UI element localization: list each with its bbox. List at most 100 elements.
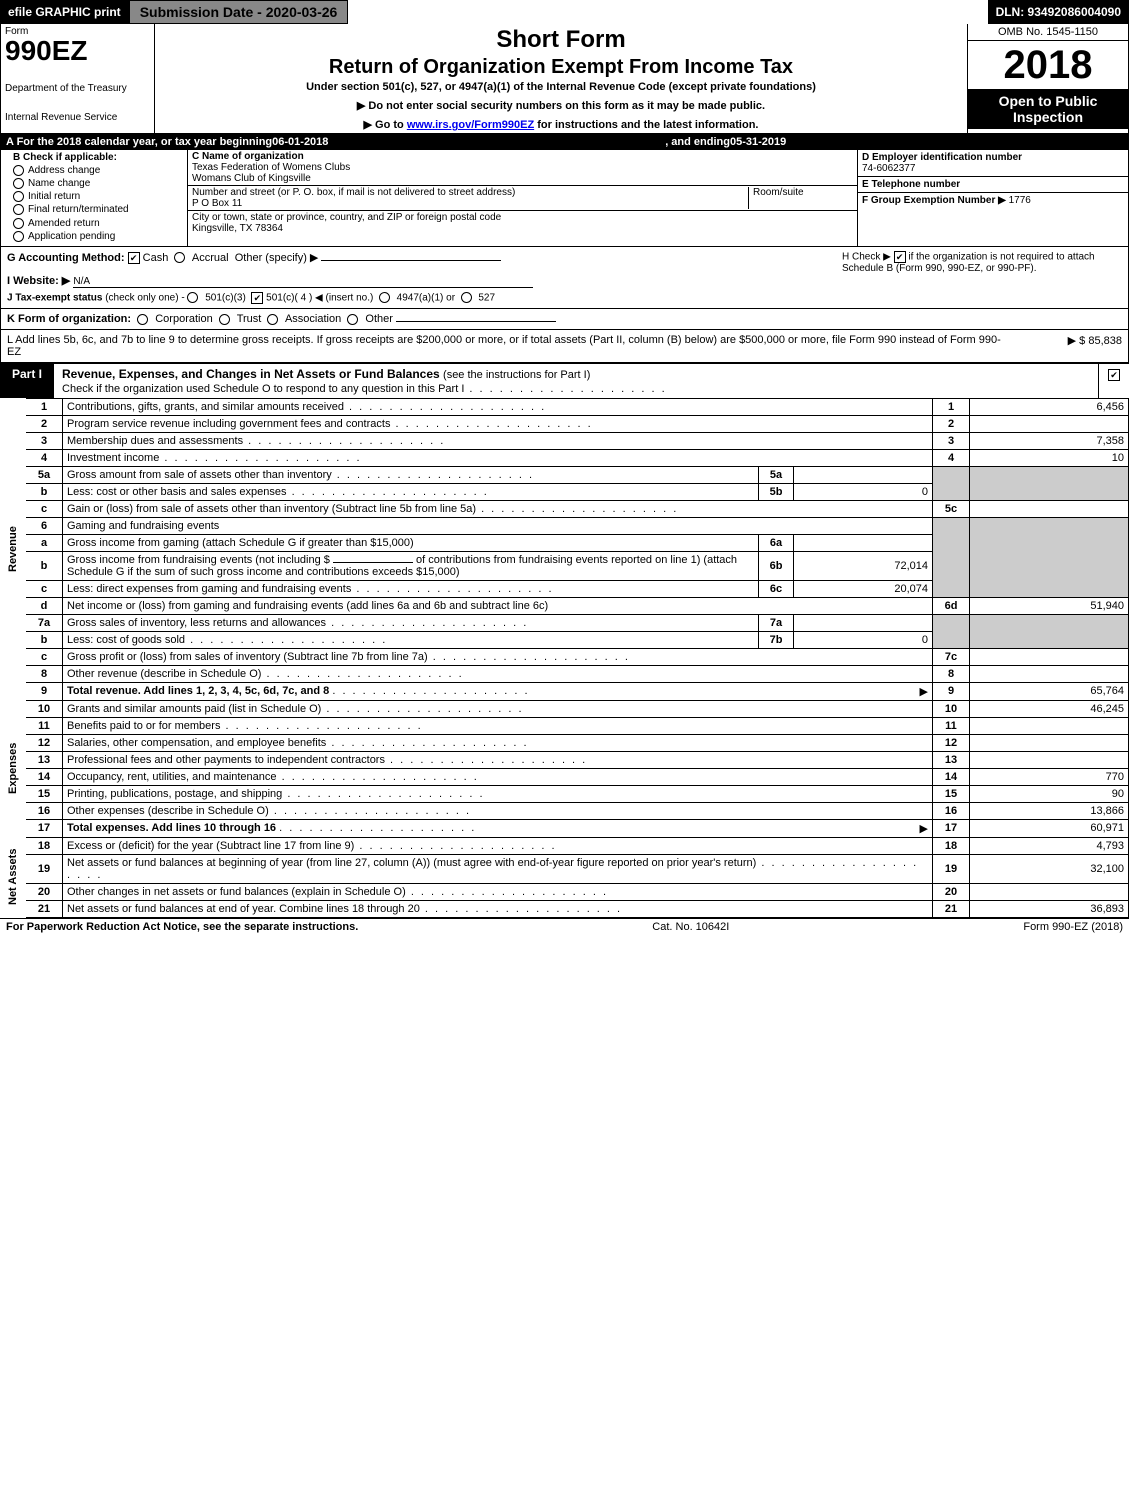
chk-amended-return[interactable]: [13, 218, 24, 229]
lbl-501c: 501(c)( 4 ) ◀ (insert no.): [266, 293, 373, 304]
period-mid: , and ending: [665, 136, 730, 148]
ln-12-desc: Salaries, other compensation, and employ…: [63, 734, 933, 751]
part-1-label: Part I: [0, 364, 54, 398]
ln-19-amt: 32,100: [970, 854, 1129, 883]
lbl-cash: Cash: [143, 252, 169, 264]
chk-schedule-b[interactable]: ✔: [894, 251, 906, 263]
city-label: City or town, state or province, country…: [192, 212, 501, 223]
lbl-final-return: Final return/terminated: [28, 205, 129, 216]
ln-3-desc: Membership dues and assessments: [63, 432, 933, 449]
ln-17-desc: Total expenses. Add lines 10 through 16: [67, 822, 276, 834]
ln-12-col: 12: [933, 734, 970, 751]
ln-19-desc: Net assets or fund balances at beginning…: [63, 854, 933, 883]
footer: For Paperwork Reduction Act Notice, see …: [0, 918, 1129, 935]
irs-link[interactable]: www.irs.gov/Form990EZ: [407, 119, 534, 131]
form-number: 990EZ: [5, 37, 150, 65]
line-i: I Website: ▶ N/A: [7, 274, 1122, 288]
omb-number: OMB No. 1545-1150: [968, 24, 1128, 41]
line-k: K Form of organization: Corporation Trus…: [0, 309, 1129, 330]
footer-right: Form 990-EZ (2018): [1023, 921, 1123, 933]
other-specify-input[interactable]: [321, 260, 501, 261]
ln-4-col: 4: [933, 449, 970, 466]
ln-5b-desc: Less: cost or other basis and sales expe…: [63, 483, 759, 500]
ln-1-amt: 6,456: [970, 398, 1129, 415]
chk-527[interactable]: [461, 292, 472, 303]
ln-3-col: 3: [933, 432, 970, 449]
ln-5c-no: c: [26, 500, 63, 517]
chk-501c[interactable]: ✔: [251, 292, 263, 304]
ln-6c-no: c: [26, 580, 63, 597]
ln-8-no: 8: [26, 665, 63, 682]
chk-application-pending[interactable]: [13, 231, 24, 242]
chk-name-change[interactable]: [13, 178, 24, 189]
chk-4947[interactable]: [379, 292, 390, 303]
ln-19-no: 19: [26, 854, 63, 883]
ln-6-no: 6: [26, 517, 63, 534]
ln-8-amt: [970, 665, 1129, 682]
ln-5a-desc: Gross amount from sale of assets other t…: [63, 466, 759, 483]
part-1-title: Revenue, Expenses, and Changes in Net As…: [54, 364, 1098, 398]
line-l-text: L Add lines 5b, 6c, and 7b to line 9 to …: [7, 334, 1002, 358]
ln-11-amt: [970, 717, 1129, 734]
part-1-sub: (see the instructions for Part I): [443, 369, 590, 381]
chk-trust[interactable]: [219, 314, 230, 325]
lbl-k-other: Other: [365, 313, 393, 325]
ln-16-desc: Other expenses (describe in Schedule O): [63, 802, 933, 819]
chk-final-return[interactable]: [13, 204, 24, 215]
ln-15-desc: Printing, publications, postage, and shi…: [63, 785, 933, 802]
chk-accrual[interactable]: [174, 252, 185, 263]
ln-7b-mv: 0: [794, 631, 933, 648]
ln-6b-no: b: [26, 551, 63, 580]
ln-5a-mv: [794, 466, 933, 483]
ln-5c-amt: [970, 500, 1129, 517]
ln-14-desc: Occupancy, rent, utilities, and maintena…: [63, 768, 933, 785]
irs-label: Internal Revenue Service: [5, 112, 150, 123]
goto-pre: ▶ Go to: [364, 119, 407, 131]
ln-9-col: 9: [933, 682, 970, 700]
ln-14-col: 14: [933, 768, 970, 785]
ln-11-col: 11: [933, 717, 970, 734]
ln-6b-desc-cell: Gross income from fundraising events (no…: [63, 551, 759, 580]
ln-4-desc: Investment income: [63, 449, 933, 466]
ln-17-col: 17: [933, 819, 970, 837]
ln-6d-no: d: [26, 597, 63, 614]
box-b-heading: B Check if applicable:: [13, 152, 183, 163]
ln-6a-m: 6a: [759, 534, 794, 551]
ln-21-amt: 36,893: [970, 900, 1129, 917]
k-other-input[interactable]: [396, 321, 556, 322]
ln-10-no: 10: [26, 700, 63, 717]
goto-line: ▶ Go to www.irs.gov/Form990EZ for instru…: [161, 118, 961, 131]
ln-13-no: 13: [26, 751, 63, 768]
chk-schedule-o[interactable]: ✔: [1108, 369, 1120, 381]
ln-11-desc: Benefits paid to or for members: [63, 717, 933, 734]
footer-left: For Paperwork Reduction Act Notice, see …: [6, 921, 358, 933]
ln-6c-desc: Less: direct expenses from gaming and fu…: [63, 580, 759, 597]
chk-assoc[interactable]: [267, 314, 278, 325]
line-j-note: (check only one) -: [105, 293, 184, 304]
ln-17-arrow: ▶: [920, 822, 928, 835]
chk-501c3[interactable]: [187, 292, 198, 303]
chk-initial-return[interactable]: [13, 191, 24, 202]
ln-9-desc-cell: Total revenue. Add lines 1, 2, 3, 4, 5c,…: [63, 682, 933, 700]
ln-5b-no: b: [26, 483, 63, 500]
chk-k-other[interactable]: [347, 314, 358, 325]
chk-corp[interactable]: [137, 314, 148, 325]
ein-value: 74-6062377: [862, 163, 1124, 174]
ln-18-desc: Excess or (deficit) for the year (Subtra…: [63, 837, 933, 854]
org-name-2: Womans Club of Kingsville: [192, 173, 853, 184]
dln-label: DLN: 93492086004090: [988, 0, 1129, 24]
ln-16-no: 16: [26, 802, 63, 819]
line-l-amount: ▶ $ 85,838: [1002, 334, 1122, 358]
ln-17-amt: 60,971: [970, 819, 1129, 837]
efile-print-label[interactable]: efile GRAPHIC print: [0, 0, 129, 24]
ln-3-amt: 7,358: [970, 432, 1129, 449]
box-f-heading: F Group Exemption Number ▶: [862, 195, 1006, 206]
ln-6b-blank[interactable]: [333, 562, 413, 563]
ln-7ab-grey: [933, 614, 970, 648]
no-ssn-warning: ▶ Do not enter social security numbers o…: [161, 99, 961, 112]
line-i-label: I Website: ▶: [7, 275, 70, 287]
chk-address-change[interactable]: [13, 165, 24, 176]
chk-cash[interactable]: ✔: [128, 252, 140, 264]
part-1-check-line: Check if the organization used Schedule …: [62, 383, 667, 395]
ln-4-amt: 10: [970, 449, 1129, 466]
